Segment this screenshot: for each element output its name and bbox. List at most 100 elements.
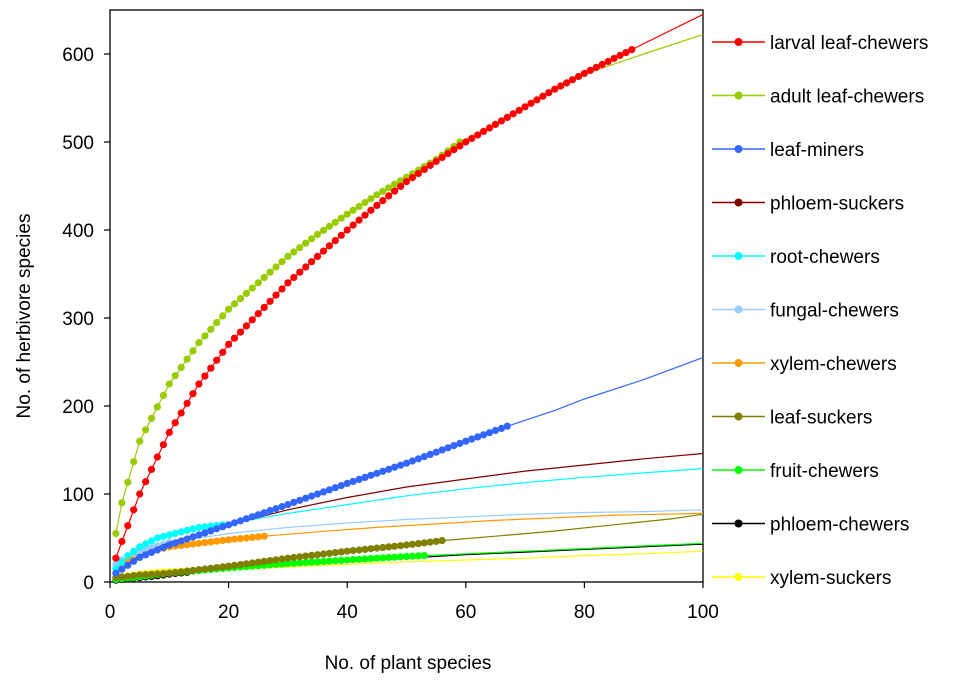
data-point [355,202,363,210]
data-point [248,284,256,292]
legend-marker [734,359,743,367]
data-point [302,558,310,567]
data-point [230,535,239,543]
data-point [373,191,381,199]
data-point [420,453,428,461]
data-point [308,258,316,266]
legend-marker [734,198,743,207]
legend: larval leaf-chewers adult leaf-chewers lea… [712,33,928,589]
data-point [153,403,161,411]
data-point [142,426,150,434]
data-point [136,543,144,551]
legend-label: fungal-chewers [770,301,899,322]
data-point [177,537,185,545]
x-tick-label: 60 [455,602,476,623]
data-point [438,153,446,162]
data-point [171,539,179,547]
data-point [545,89,553,97]
series-leaf-miners [112,357,704,577]
data-point [195,339,203,347]
data-point [213,319,221,327]
data-point [343,210,351,218]
data-point [195,539,203,547]
data-point [296,268,304,276]
data-point [254,558,262,566]
legend-item: larval leaf-chewers [712,33,928,54]
data-point [260,509,268,517]
data-point [142,545,150,554]
data-point [130,547,138,555]
data-point [402,541,411,549]
data-point [402,459,411,467]
data-point [142,540,150,548]
y-tick-label: 100 [62,485,94,506]
data-point [319,247,328,255]
data-point [480,127,488,135]
data-point [349,547,357,555]
data-point [379,467,387,475]
data-point [373,201,381,209]
data-point [201,372,209,380]
data-point [130,506,138,514]
data-point [118,537,126,546]
data-point [242,515,250,523]
data-point [225,562,233,570]
data-point [343,556,351,564]
x-tick-label: 40 [337,602,358,623]
data-point [302,494,310,502]
data-point [272,556,280,564]
data-point [385,543,393,551]
series-line [115,34,704,534]
data-point [236,328,245,336]
data-point [242,322,250,330]
data-point [379,187,387,195]
data-point [319,488,328,496]
data-point [628,46,636,54]
plot-area [109,9,704,584]
data-point [515,106,523,114]
y-tick-label: 200 [62,397,94,418]
data-point [450,146,458,154]
data-point [331,484,339,492]
data-point [130,557,138,565]
data-point [325,486,333,494]
data-point [118,499,126,507]
data-point [189,540,197,548]
data-point [308,558,316,566]
data-point [290,553,298,562]
data-point [171,568,179,577]
data-point [130,572,138,580]
legend-marker [734,91,743,100]
data-point [124,478,132,486]
data-point [361,211,369,219]
data-point [165,428,173,436]
data-point [124,561,132,569]
data-point [420,552,428,560]
data-point [296,496,304,504]
data-point [379,554,387,562]
data-point [408,457,416,465]
data-point [426,161,434,169]
x-axis: 0 20 40 60 80 100 [105,582,719,623]
data-point [308,235,316,243]
data-point [254,533,262,541]
data-point [236,535,245,543]
data-point [485,124,494,132]
data-point [278,555,286,563]
data-point [248,513,256,521]
data-point [171,529,179,538]
data-point [260,532,268,540]
data-point [195,380,203,388]
data-point [124,552,132,560]
data-point [420,165,428,174]
data-point [586,66,594,74]
data-point [456,142,464,150]
data-point [319,557,328,566]
data-point [278,560,286,568]
data-point [497,424,505,432]
data-point [136,553,144,562]
x-tick-label: 100 [687,602,719,623]
legend-item: adult leaf-chewers [712,87,924,108]
data-point [474,433,482,441]
data-point [367,545,375,553]
